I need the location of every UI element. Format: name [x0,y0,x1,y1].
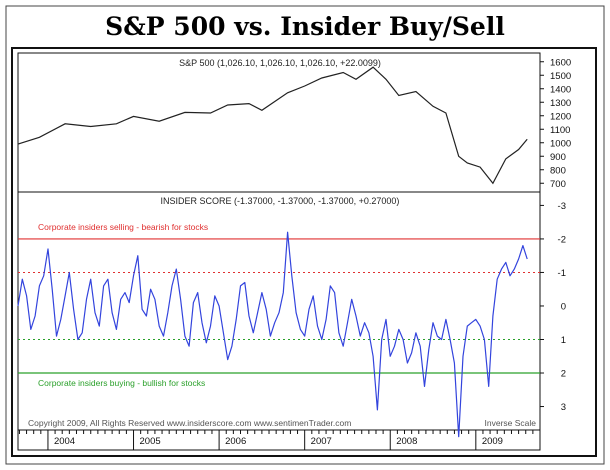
sp500-series-line [17,66,528,185]
x-year-label: 2006 [225,436,246,447]
score-tick-label: -3 [558,201,566,212]
image-border [5,5,605,465]
buy-annotation: Corporate insiders buying - bullish for … [38,378,205,388]
sp500-tick-label: 1400 [550,84,571,95]
sp500-tick-label: 1600 [550,57,571,68]
sp500-label: S&P 500 (1,026.10, 1,026.10, 1,026.10, +… [179,58,381,68]
sp500-tick-label: 1100 [550,125,570,136]
x-axis: 2004 2005 2006 2007 2008 2009 [18,430,541,450]
score-tick-label: 3 [561,402,566,413]
insider-score-label: INSIDER SCORE (-1.37000, -1.37000, -1.37… [161,196,400,206]
insider-score-series-line [17,231,528,438]
score-tick-label: -2 [558,234,566,245]
sp500-tick-label: 900 [550,152,566,163]
copyright-note: Copyright 2009, All Rights Reserved www.… [28,418,351,428]
insider-score-panel: INSIDER SCORE (-1.37000, -1.37000, -1.37… [17,196,566,438]
sell-annotation: Corporate insiders selling - bearish for… [38,222,208,232]
x-year-label: 2009 [482,436,503,447]
inverse-scale-note: Inverse Scale [485,418,537,428]
score-tick-label: 2 [561,369,566,380]
x-year-label: 2004 [54,436,75,447]
x-year-label: 2007 [311,436,332,447]
plot-border [17,52,541,451]
score-tick-label: -1 [558,268,566,279]
sp500-tick-label: 1500 [550,71,571,82]
score-tick-label: 0 [561,301,566,312]
sp500-tick-label: 1200 [550,111,571,122]
x-year-label: 2008 [396,436,417,447]
page-title: S&P 500 vs. Insider Buy/Sell [105,12,505,41]
sp500-tick-label: 1300 [550,98,571,109]
sp500-tick-label: 800 [550,165,566,176]
sp500-panel: S&P 500 (1,026.10, 1,026.10, 1,026.10, +… [17,57,571,190]
score-tick-label: 1 [561,335,566,346]
sp500-tick-label: 700 [550,179,566,190]
outer-border [11,47,597,457]
sp500-tick-label: 1000 [550,138,571,149]
x-year-label: 2005 [140,436,161,447]
